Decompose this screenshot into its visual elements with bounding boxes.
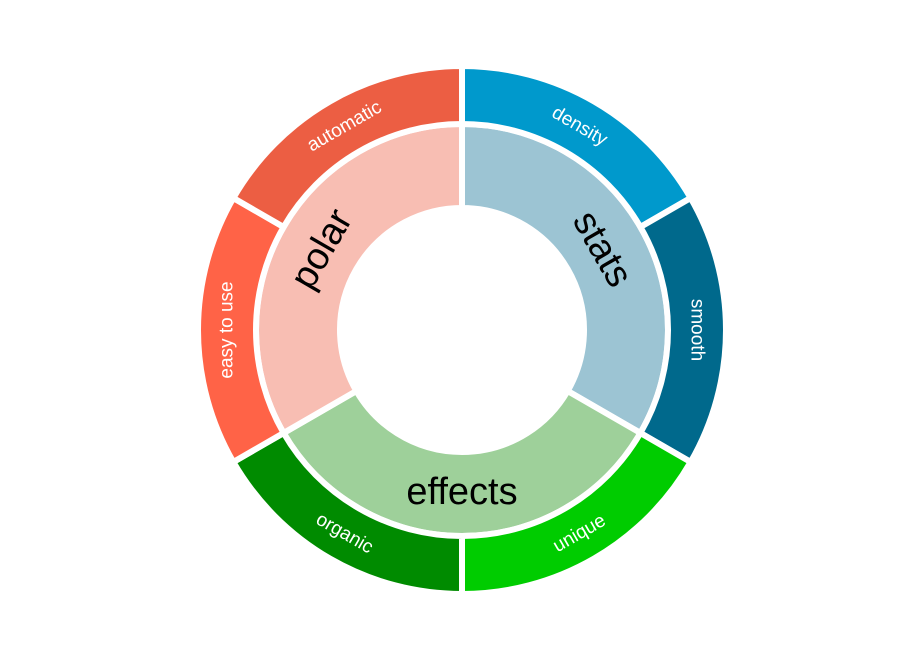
outer-label: smooth [687,299,708,361]
outer-segment-automatic [229,62,465,232]
outer-label: easy to use [217,281,238,378]
inner-label: effects [406,471,517,513]
